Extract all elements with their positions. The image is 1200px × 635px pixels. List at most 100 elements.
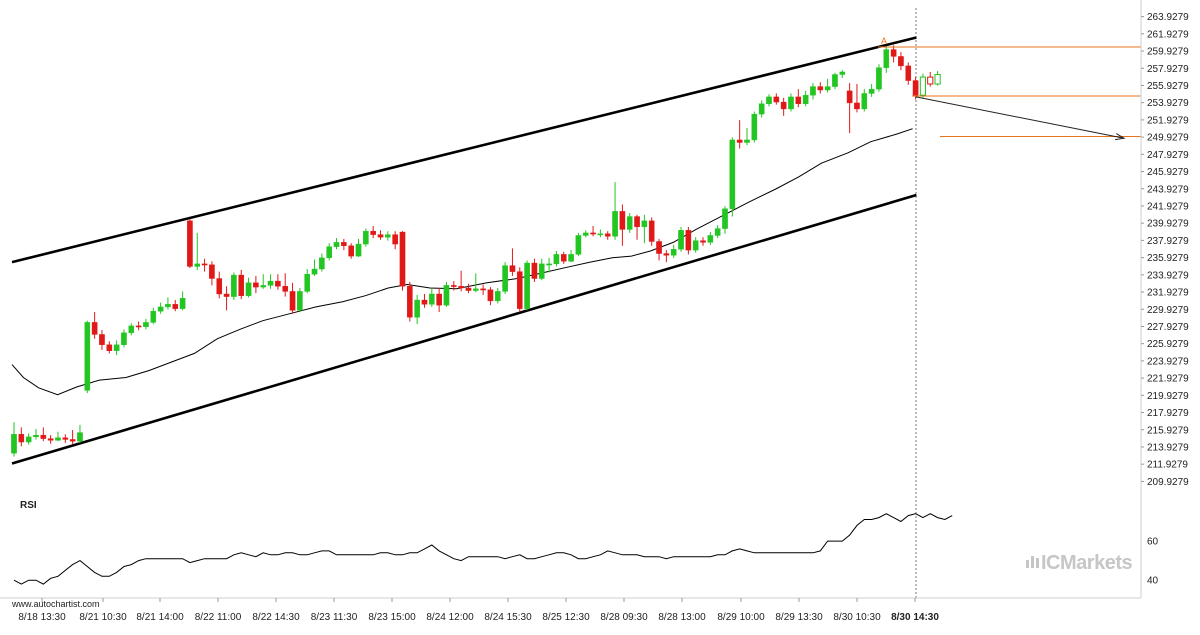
candle-body [509,265,516,272]
candle-body [319,257,325,270]
candle [692,237,699,253]
candle-body [385,234,391,238]
candle [810,83,816,100]
candle [597,229,604,238]
candle-body [355,243,362,257]
price-tick-label: 209.9279 [1147,477,1189,488]
candle-body [91,322,98,335]
candle [927,71,934,87]
candle-body [905,65,912,81]
candle [670,244,677,258]
candle [663,250,670,263]
candle-body [370,230,376,235]
candle [604,231,611,240]
candle-body [311,268,318,275]
rsi-tick-label: 40 [1147,576,1159,587]
candle-body [187,220,193,267]
candle [641,214,648,244]
candle-body [487,289,494,302]
candle-body [854,102,860,110]
candle-body [128,325,135,333]
candle-body [62,437,69,440]
candle-body [766,96,772,104]
candle-body [524,262,530,309]
brand-logo-text: ICMarkets [1041,552,1132,574]
candle [773,93,780,105]
candle [69,429,76,445]
candle [861,89,868,112]
candle-body [568,254,574,262]
candle [275,274,281,290]
candle [436,287,442,313]
time-tick-label: 8/18 13:30 [18,612,66,623]
candle-body [927,76,934,85]
pattern-point-marker: A [881,36,887,46]
candle [238,269,245,300]
candle-body [685,230,692,251]
candle-body [919,76,927,96]
candle [333,238,340,250]
candle-body [802,94,809,104]
source-url: www.autochartist.com [11,599,100,609]
candle-body [663,253,670,256]
candle [824,78,831,93]
candle-body [817,86,824,91]
candle-body [553,254,560,265]
candle-body [121,332,127,345]
candle [487,287,494,306]
candle-body [729,139,736,209]
candle [802,90,809,107]
candle [846,83,853,134]
candle-body [582,232,589,236]
candle-body [216,278,223,295]
time-tick-label: 8/30 14:30 [891,612,939,623]
candle [282,273,289,297]
channel-lower-line [11,193,917,465]
candle [582,230,589,238]
candle [839,70,846,78]
candle [516,267,523,313]
candle [421,293,428,308]
candle [40,427,47,442]
candle-body [612,211,618,237]
candle-body [494,291,501,302]
candle [209,261,215,286]
candle [538,258,545,281]
candle [18,427,25,447]
candle [260,274,267,289]
brand-bars-icon [1026,556,1039,568]
candle-body [634,216,640,228]
candle-body [575,235,582,255]
candle-body [150,311,157,323]
candle [854,83,860,113]
candle-body [714,228,721,236]
candle-body [678,230,684,250]
candle [157,302,164,314]
candle-body [253,282,259,288]
candle-body [297,291,303,311]
candle-body [209,264,215,279]
candle [868,83,875,97]
candle [736,120,743,149]
candle-body [502,265,508,292]
candle [429,288,435,307]
candle-body [692,240,699,251]
candle [634,214,640,240]
price-tick-label: 231.9279 [1147,288,1189,299]
candle [385,231,391,241]
candle-body [656,241,662,254]
candle [480,284,486,295]
candle [905,62,912,85]
candle-body [546,263,552,266]
time-tick-label: 8/23 11:30 [311,612,358,623]
candle [414,294,420,325]
candle [751,111,758,143]
candle-body [47,438,54,441]
candle [223,286,230,311]
time-axis: 8/18 13:30 8/21 10:30 8/21 14:00 8/22 11:00… [0,597,1141,623]
candle [91,312,98,339]
candle-body [33,434,39,438]
candle-body [231,274,237,297]
price-tick-label: 245.9279 [1147,167,1189,178]
price-tick-label: 251.9279 [1147,115,1189,126]
